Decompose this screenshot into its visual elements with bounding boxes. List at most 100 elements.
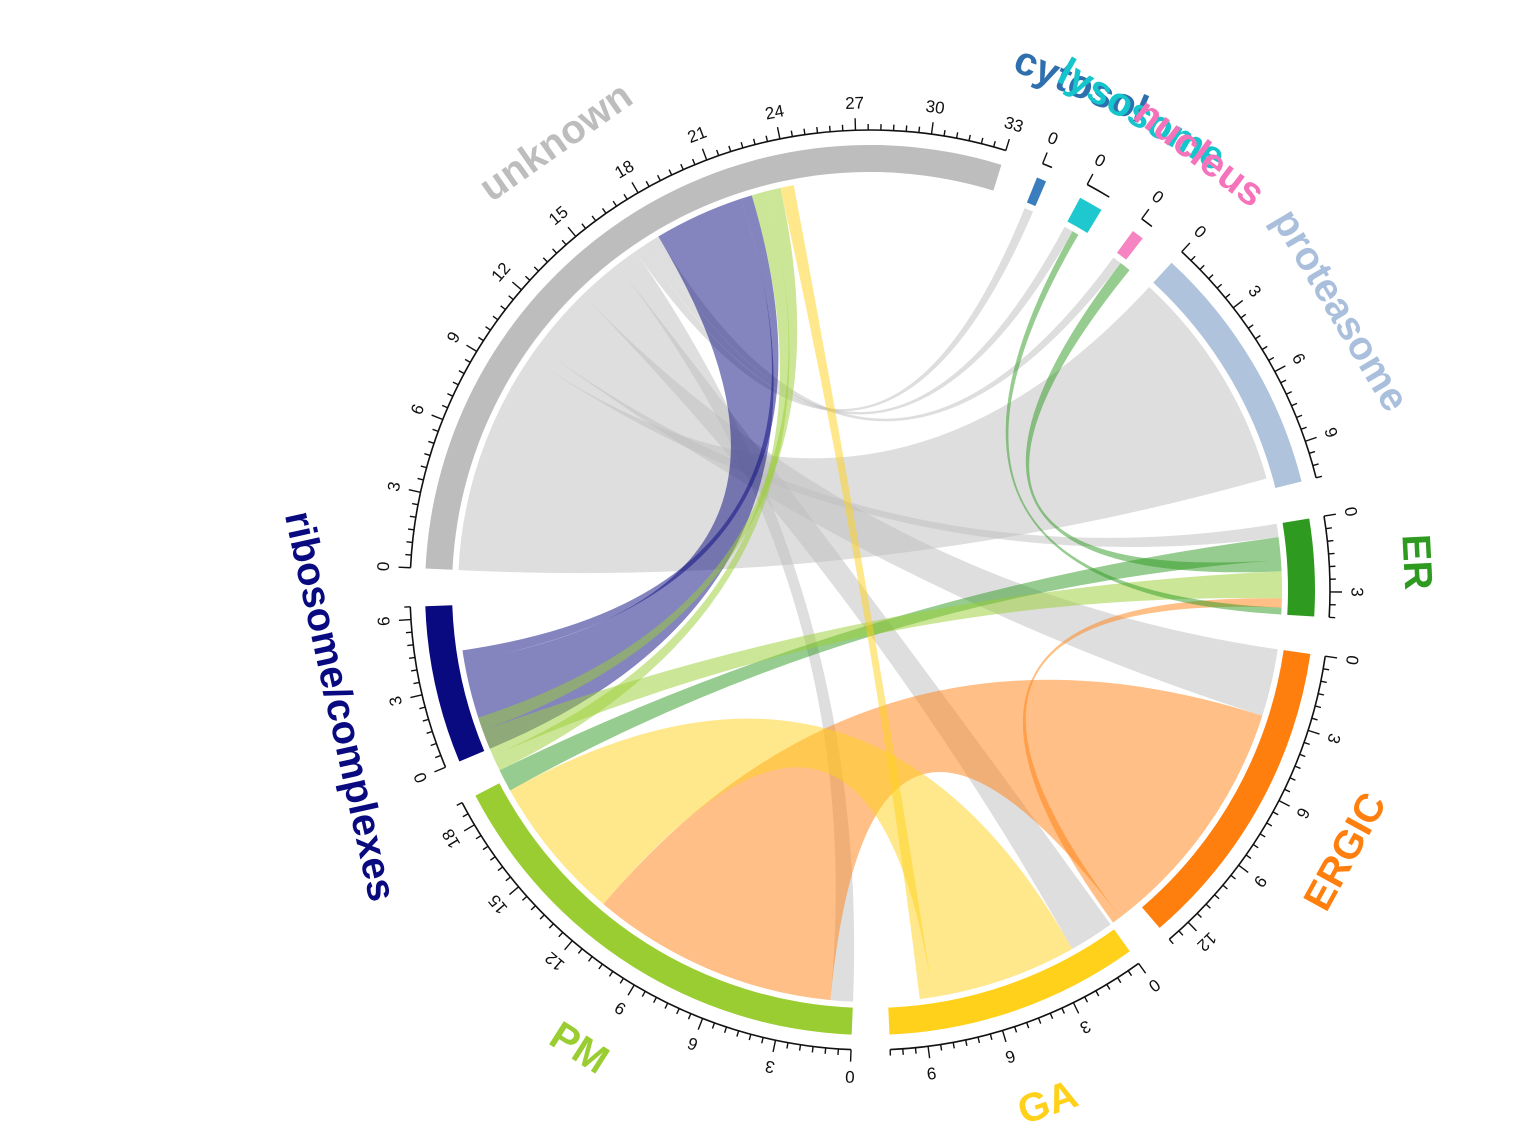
minor-tick <box>482 845 489 851</box>
minor-tick <box>680 163 684 170</box>
minor-tick <box>1247 324 1254 329</box>
minor-tick <box>816 126 819 134</box>
minor-tick <box>524 275 531 281</box>
sector-track-proteasome <box>1153 262 1302 489</box>
major-tick <box>1325 655 1338 659</box>
minor-tick <box>1106 984 1111 990</box>
major-tick <box>927 1046 931 1059</box>
minor-tick <box>558 931 564 938</box>
minor-tick <box>1196 912 1202 919</box>
minor-tick <box>591 215 597 222</box>
major-tick <box>772 1040 777 1053</box>
minor-tick <box>608 970 614 977</box>
minor-tick <box>968 134 971 141</box>
minor-tick <box>409 515 416 518</box>
minor-tick <box>587 956 593 962</box>
tick-label: 6 <box>374 616 394 627</box>
minor-tick <box>1314 705 1322 709</box>
minor-tick <box>581 223 587 229</box>
tick-label: 18 <box>611 156 637 182</box>
minor-tick <box>1127 970 1133 977</box>
tick-label: 30 <box>924 97 945 118</box>
major-tick <box>627 984 635 996</box>
minor-tick <box>1268 356 1275 362</box>
link-ribosome-unknown <box>464 198 774 749</box>
tick-label: 0 <box>1045 128 1061 149</box>
minor-tick <box>992 140 996 148</box>
minor-tick <box>1318 692 1325 696</box>
sector-axis-GA <box>890 962 1140 1051</box>
minor-tick <box>1025 1022 1030 1029</box>
minor-tick <box>824 1047 827 1054</box>
sector-track-ribosome <box>425 605 485 762</box>
major-tick <box>1041 152 1048 164</box>
minor-tick <box>598 963 603 970</box>
minor-tick <box>1315 475 1323 479</box>
tick-label: 6 <box>1288 350 1309 367</box>
major-tick <box>1305 436 1317 442</box>
minor-tick <box>1311 717 1318 721</box>
tick-label: 9 <box>611 998 629 1019</box>
minor-tick <box>456 801 463 807</box>
minor-tick <box>411 502 419 506</box>
major-tick <box>408 489 421 493</box>
major-tick <box>697 1018 704 1030</box>
minor-tick <box>798 1044 802 1051</box>
minor-tick <box>489 856 496 861</box>
minor-tick <box>989 1033 993 1040</box>
minor-tick <box>811 1046 814 1053</box>
minor-tick <box>462 813 469 818</box>
minor-tick <box>612 200 618 207</box>
minor-tick <box>426 730 433 735</box>
major-tick <box>1307 729 1320 735</box>
tick-label: 0 <box>410 770 431 786</box>
minor-tick <box>716 149 720 156</box>
minor-tick <box>405 631 413 634</box>
tick-label: 0 <box>1190 222 1210 242</box>
minor-tick <box>1284 788 1291 793</box>
sector-label-nucleus: nucleus <box>1126 90 1273 216</box>
sector-axis-nucleus <box>1141 218 1153 228</box>
minor-tick <box>1190 255 1196 261</box>
tick-label: 3 <box>385 694 406 708</box>
major-tick <box>434 766 446 773</box>
tick-label: 0 <box>374 561 393 571</box>
minor-tick <box>1061 1007 1066 1014</box>
tick-label: 12 <box>488 259 515 286</box>
minor-tick <box>1289 777 1296 781</box>
major-tick <box>1238 864 1249 873</box>
link-unknown-ERGIC <box>537 294 1278 716</box>
minor-tick <box>533 266 540 272</box>
minor-tick <box>542 257 548 263</box>
minor-tick <box>1049 1012 1054 1019</box>
sector-axis-proteasome <box>1181 251 1317 478</box>
minor-tick <box>786 1042 789 1049</box>
minor-tick <box>1327 539 1334 542</box>
minor-tick <box>410 669 418 672</box>
minor-tick <box>447 393 454 397</box>
minor-tick <box>1266 822 1273 827</box>
minor-tick <box>728 145 732 152</box>
minor-tick <box>539 914 545 920</box>
major-tick <box>463 824 475 832</box>
minor-tick <box>641 990 646 997</box>
minor-tick <box>1300 426 1307 430</box>
tick-label: 6 <box>685 1033 701 1054</box>
minor-tick <box>407 644 414 647</box>
sector-label-ERGIC: ERGIC <box>1295 786 1395 918</box>
tick-label: 21 <box>685 122 709 146</box>
tick-label: 9 <box>443 328 464 346</box>
links-layer <box>458 185 1282 1002</box>
minor-tick <box>1230 874 1236 880</box>
minor-tick <box>1285 391 1292 395</box>
link-GA-PM <box>510 718 1073 998</box>
minor-tick <box>1116 977 1122 984</box>
minor-tick <box>691 158 696 165</box>
major-tick <box>1005 138 1011 151</box>
minor-tick <box>441 404 448 409</box>
minor-tick <box>1013 1026 1018 1033</box>
minor-tick <box>761 1037 764 1044</box>
minor-tick <box>1205 903 1211 909</box>
minor-tick <box>1178 930 1184 936</box>
